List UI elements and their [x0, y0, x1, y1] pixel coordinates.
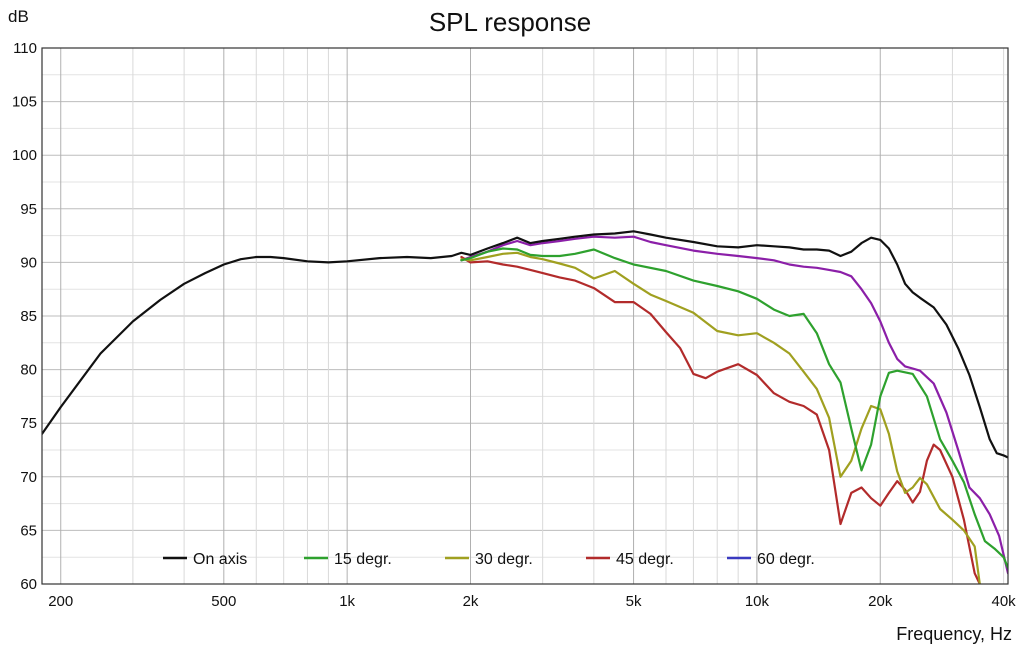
series-line-45-degr [460, 255, 981, 584]
y-tick-label: 85 [20, 308, 37, 325]
legend-label: 60 degr. [757, 551, 815, 568]
x-axis-label: Frequency, Hz [896, 624, 1012, 644]
series-line-15-degr [460, 247, 1008, 569]
y-tick-label: 90 [20, 254, 37, 271]
y-tick-label: 95 [20, 201, 37, 218]
x-tick-label: 5k [626, 593, 642, 610]
x-tick-label: 10k [745, 593, 770, 610]
y-tick-label: 75 [20, 415, 37, 432]
y-tick-label: 60 [20, 576, 37, 593]
series-lines [42, 230, 1008, 584]
grid [42, 47, 1008, 585]
series-line-30-degr [460, 251, 981, 584]
chart-title: SPL response [429, 7, 591, 37]
series-line-on-axis [42, 230, 1008, 459]
y-tick-label: 100 [12, 147, 37, 164]
y-tick-label: 80 [20, 362, 37, 379]
y-tick-label: 70 [20, 469, 37, 486]
x-tick-label: 500 [211, 593, 236, 610]
x-tick-label: 40k [992, 593, 1017, 610]
x-tick-label: 1k [339, 593, 355, 610]
plot-frame [41, 47, 1009, 585]
x-tick-label: 2k [463, 593, 479, 610]
legend-label: 15 degr. [334, 551, 392, 568]
legend: On axis 15 degr. 30 degr. 45 degr. 60 degr. [163, 551, 815, 568]
y-axis-unit: dB [8, 7, 29, 26]
y-tick-label: 105 [12, 94, 37, 111]
y-tick-label: 110 [13, 40, 37, 57]
x-tick-labels: 200 500 1k 2k 5k 10k 20k 40k [48, 593, 1016, 610]
y-tick-labels: 60 65 70 75 80 85 90 95 100 105 110 [12, 40, 37, 593]
series-line-60-degr [460, 235, 1008, 575]
legend-label: On axis [193, 551, 247, 568]
legend-label: 30 degr. [475, 551, 533, 568]
legend-label: 45 degr. [616, 551, 674, 568]
x-tick-label: 200 [48, 593, 73, 610]
y-tick-label: 65 [20, 522, 37, 539]
x-tick-label: 20k [868, 593, 893, 610]
